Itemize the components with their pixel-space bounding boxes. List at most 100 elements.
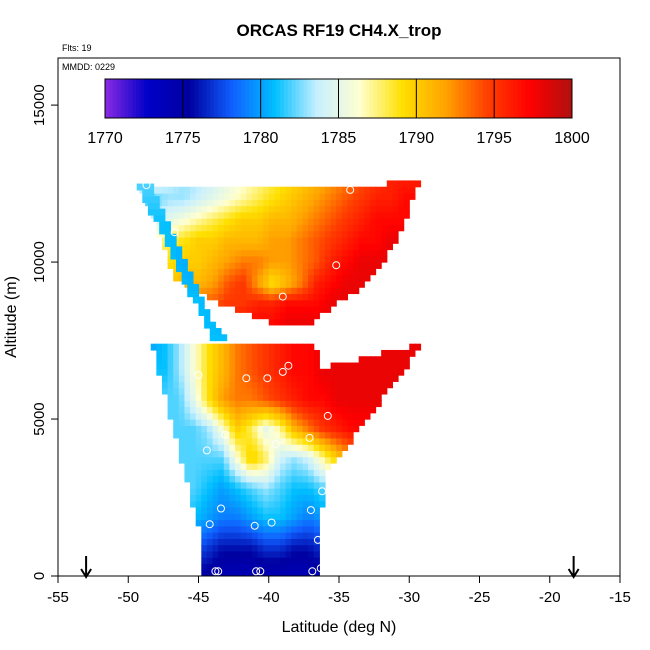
heatmap-cell xyxy=(223,525,231,533)
heatmap-cell xyxy=(229,400,236,408)
heatmap-cell xyxy=(381,375,388,382)
heatmap-cell xyxy=(201,287,208,295)
heatmap-cell xyxy=(353,406,360,414)
heatmap-cell xyxy=(161,349,169,357)
data-point xyxy=(214,567,223,576)
heatmap-cell xyxy=(268,318,275,326)
heatmap-cell xyxy=(229,563,236,571)
heatmap-cell xyxy=(319,406,326,414)
data-point xyxy=(211,567,220,576)
heatmap-cell xyxy=(386,224,393,232)
heatmap-cell xyxy=(285,469,292,477)
heatmap-cell xyxy=(263,431,270,439)
lower-layer-cells xyxy=(150,343,422,576)
heatmap-cell xyxy=(279,519,287,527)
heatmap-cell xyxy=(392,236,399,244)
heatmap-cell xyxy=(274,362,281,370)
heatmap-cell xyxy=(235,199,242,207)
heatmap-cell xyxy=(302,481,309,489)
heatmap-cell xyxy=(347,362,354,370)
heatmap-cell xyxy=(358,218,365,225)
heatmap-cell xyxy=(257,550,264,558)
heatmap-cell xyxy=(358,387,365,395)
colorbar-swatch xyxy=(108,79,114,118)
heatmap-cell xyxy=(364,362,371,370)
colorbar-swatch xyxy=(151,79,157,118)
heatmap-cell xyxy=(330,362,337,370)
heatmap-cell xyxy=(251,419,259,426)
heatmap-cell xyxy=(274,393,281,401)
heatmap-cell xyxy=(291,306,298,313)
heatmap-cell xyxy=(291,318,298,326)
heatmap-cell xyxy=(229,462,236,470)
heatmap-cell xyxy=(279,393,287,401)
heatmap-cell xyxy=(308,381,315,389)
heatmap-cell xyxy=(341,437,349,445)
heatmap-cell xyxy=(206,500,214,508)
heatmap-cell xyxy=(353,280,360,288)
heatmap-cell xyxy=(263,456,270,464)
heatmap-cell xyxy=(386,199,393,207)
heatmap-cell xyxy=(212,249,219,257)
heatmap-cell xyxy=(313,293,320,301)
heatmap-cell xyxy=(263,312,270,320)
colorbar-swatch xyxy=(322,79,328,118)
heatmap-cell xyxy=(386,180,393,188)
heatmap-cell xyxy=(313,268,320,276)
heatmap-cell xyxy=(223,299,231,307)
heatmap-cell xyxy=(285,393,292,401)
heatmap-cell xyxy=(274,469,281,477)
heatmap-cell xyxy=(195,437,202,445)
heatmap-cell xyxy=(159,214,166,222)
heatmap-cell xyxy=(308,268,315,276)
heatmap-cell xyxy=(257,475,264,483)
heatmap-cell xyxy=(274,387,281,395)
x-axis-label: Latitude (deg N) xyxy=(282,619,397,636)
heatmap-cell xyxy=(235,406,242,414)
heatmap-cell xyxy=(223,569,231,576)
colorbar-swatch xyxy=(509,79,515,118)
heatmap-cell xyxy=(218,544,225,552)
heatmap-cell xyxy=(296,400,304,408)
heatmap-cell xyxy=(212,255,219,263)
heatmap-cell xyxy=(330,393,337,401)
heatmap-cell xyxy=(251,456,259,464)
heatmap-cell xyxy=(279,255,287,263)
heatmap-cell xyxy=(324,230,332,238)
heatmap-cell xyxy=(223,199,231,207)
heatmap-cell xyxy=(268,375,275,382)
heatmap-cell xyxy=(167,393,174,401)
heatmap-cell xyxy=(195,431,202,439)
heatmap-cell xyxy=(302,513,309,521)
heatmap-cell xyxy=(235,387,242,395)
heatmap-cell xyxy=(313,393,320,401)
heatmap-cell xyxy=(302,563,309,571)
heatmap-cell xyxy=(392,211,399,219)
heatmap-cell xyxy=(206,262,214,269)
heatmap-cell xyxy=(381,236,388,244)
heatmap-cell xyxy=(229,469,236,477)
heatmap-cell xyxy=(268,362,275,370)
heatmap-cell xyxy=(319,186,326,194)
heatmap-cell xyxy=(195,469,202,477)
heatmap-cell xyxy=(240,557,247,565)
heatmap-cell xyxy=(251,199,259,207)
heatmap-cell xyxy=(240,387,247,395)
heatmap-cell xyxy=(279,406,287,414)
heatmap-cell xyxy=(375,375,382,382)
colorbar-swatch xyxy=(143,79,149,118)
heatmap-cell xyxy=(184,343,191,351)
heatmap-cell xyxy=(302,475,309,483)
heatmap-cell xyxy=(212,462,219,470)
heatmap-cell xyxy=(358,268,365,276)
heatmap-cell xyxy=(195,475,202,483)
heatmap-cell xyxy=(195,262,202,269)
heatmap-cell xyxy=(201,456,208,464)
heatmap-cell xyxy=(302,186,309,194)
heatmap-cell xyxy=(296,513,304,521)
heatmap-cell xyxy=(296,299,304,307)
colorbar-swatch xyxy=(533,79,538,118)
heatmap-cell xyxy=(206,425,214,433)
heatmap-cell xyxy=(364,262,371,269)
heatmap-cell xyxy=(285,437,292,445)
